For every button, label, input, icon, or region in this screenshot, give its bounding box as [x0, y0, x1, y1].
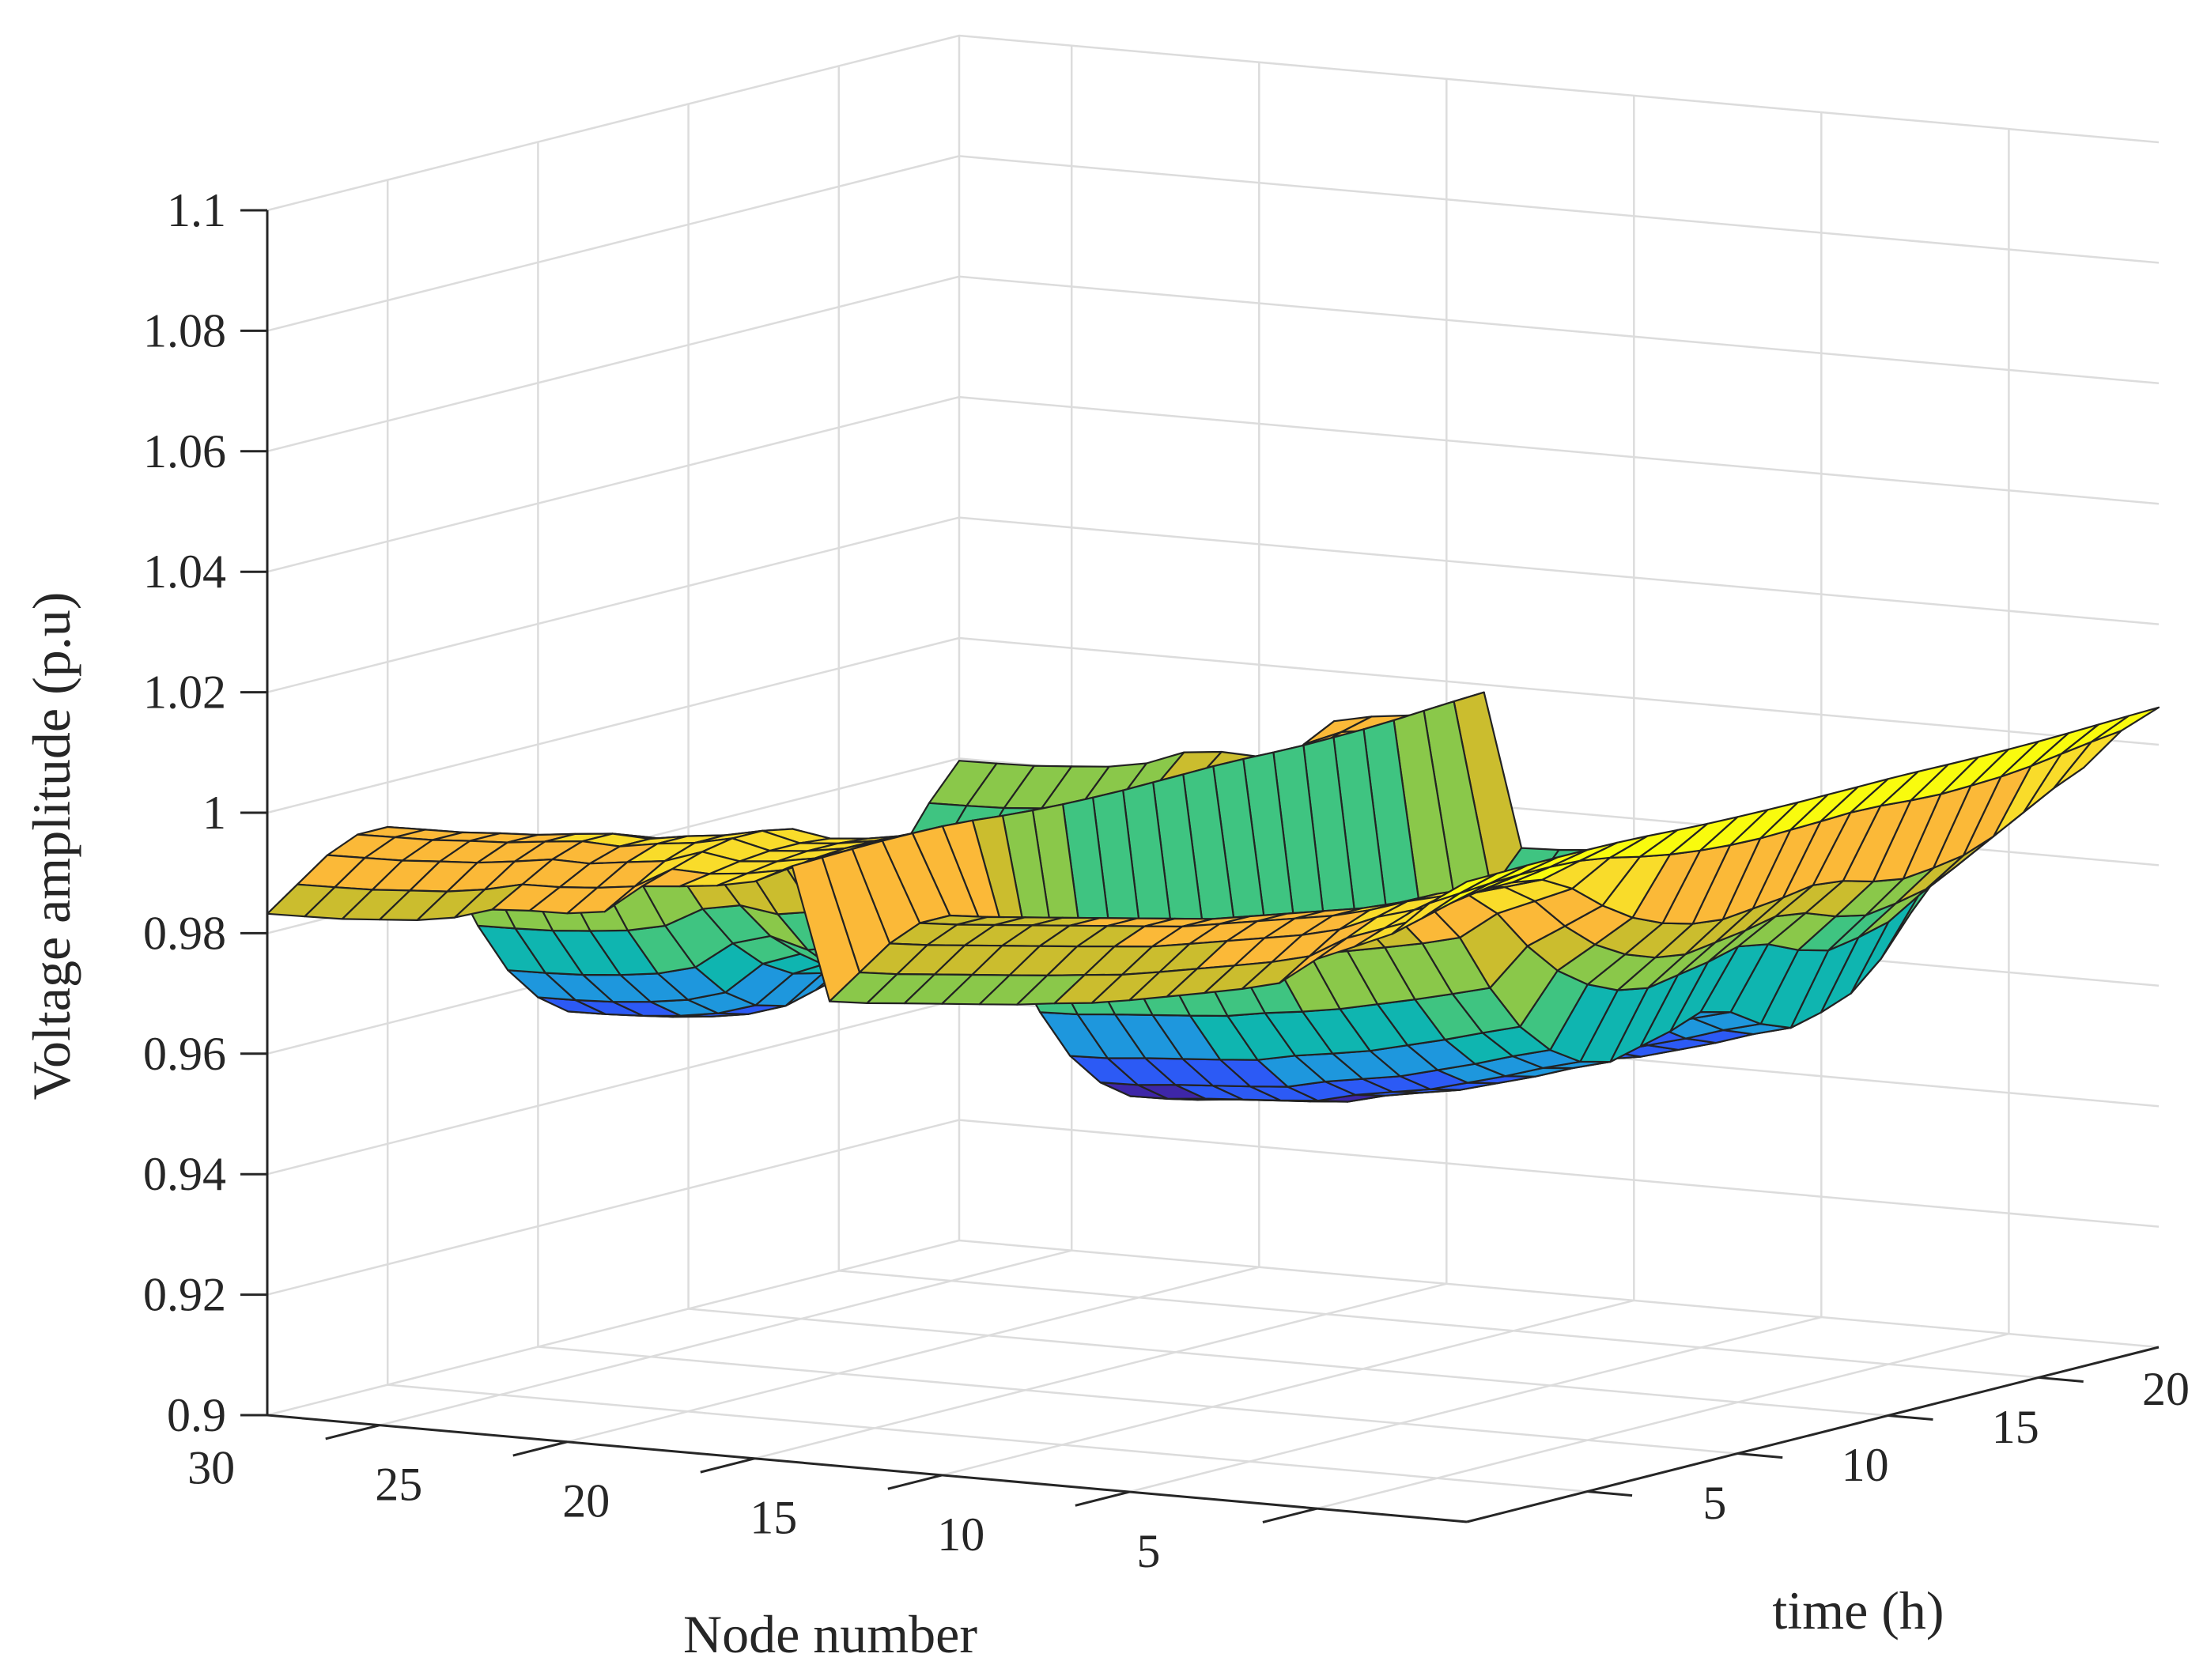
y-axis-title: time (h)	[1772, 1580, 1944, 1640]
y-tick-mark	[1888, 1414, 1933, 1421]
z-tick-label: 1.04	[143, 546, 226, 598]
x-grid-line	[566, 62, 1260, 1444]
z-tick-label: 0.92	[143, 1269, 226, 1321]
y-tick-mark	[2038, 1376, 2084, 1383]
x-axis-title: Node number	[683, 1604, 977, 1664]
z-tick-label: 0.96	[143, 1028, 226, 1080]
surface-layer	[266, 691, 2160, 1103]
z-grid-line	[266, 275, 2160, 453]
x-tick-mark	[887, 1474, 943, 1490]
z-tick-label: 0.9	[167, 1389, 226, 1441]
z-grid-line	[266, 1119, 2160, 1296]
x-tick-mark	[512, 1440, 568, 1457]
x-tick-label: 15	[750, 1492, 797, 1544]
x-grid-line	[379, 45, 1073, 1426]
x-tick-mark	[1075, 1490, 1130, 1507]
z-tick-label: 1.02	[143, 666, 226, 719]
y-grid-line	[386, 179, 1588, 1493]
x-tick-mark	[700, 1457, 755, 1474]
z-tick-label: 1.08	[143, 304, 226, 357]
y-tick-label: 5	[1702, 1477, 1726, 1529]
z-tick-label: 1.1	[167, 184, 226, 236]
x-tick-mark	[325, 1424, 380, 1440]
y-tick-mark	[1587, 1490, 1633, 1497]
x-tick-label: 20	[562, 1475, 610, 1527]
y-tick-label: 15	[1992, 1401, 2039, 1453]
x-grid-line	[941, 95, 1635, 1477]
x-grid-line	[754, 78, 1448, 1460]
z-tick-label: 0.98	[143, 907, 226, 959]
z-grid-line	[266, 516, 2160, 693]
z-tick-label: 0.94	[143, 1148, 226, 1200]
z-grid-line	[266, 34, 2160, 212]
x-tick-label: 10	[937, 1508, 984, 1561]
x-grid-line	[1128, 112, 1823, 1493]
y-tick-mark	[1737, 1452, 1783, 1459]
x-tick-mark	[1262, 1507, 1317, 1523]
y-grid-line	[687, 104, 1888, 1417]
surface-patch	[1428, 872, 1498, 904]
y-grid-line	[537, 142, 1738, 1455]
y-grid-line	[837, 66, 2039, 1379]
z-tick-label: 1.06	[143, 425, 226, 478]
x-tick-label: 30	[187, 1441, 235, 1493]
x-grid-line	[1317, 129, 2010, 1510]
z-grid-line	[266, 395, 2160, 573]
z-axis-title: Voltage amplitude (p.u)	[21, 592, 81, 1100]
z-tick-label: 1	[202, 787, 226, 839]
z-grid-line	[266, 155, 2160, 332]
y-tick-label: 20	[2142, 1363, 2188, 1415]
axis-layer: 0.9 0.92 0.94 0.96 0.98 1 1.02 1.04 1.06 1.08 1.1 5…	[143, 184, 2188, 1577]
z-grid-line	[266, 1239, 2160, 1417]
grid-layer	[266, 34, 2160, 1510]
x-tick-label: 25	[375, 1459, 422, 1511]
x-axis-line	[266, 1414, 1468, 1523]
x-tick-label: 5	[1136, 1525, 1160, 1577]
y-axis-line	[1466, 1346, 2160, 1523]
y-tick-label: 10	[1842, 1439, 1889, 1491]
